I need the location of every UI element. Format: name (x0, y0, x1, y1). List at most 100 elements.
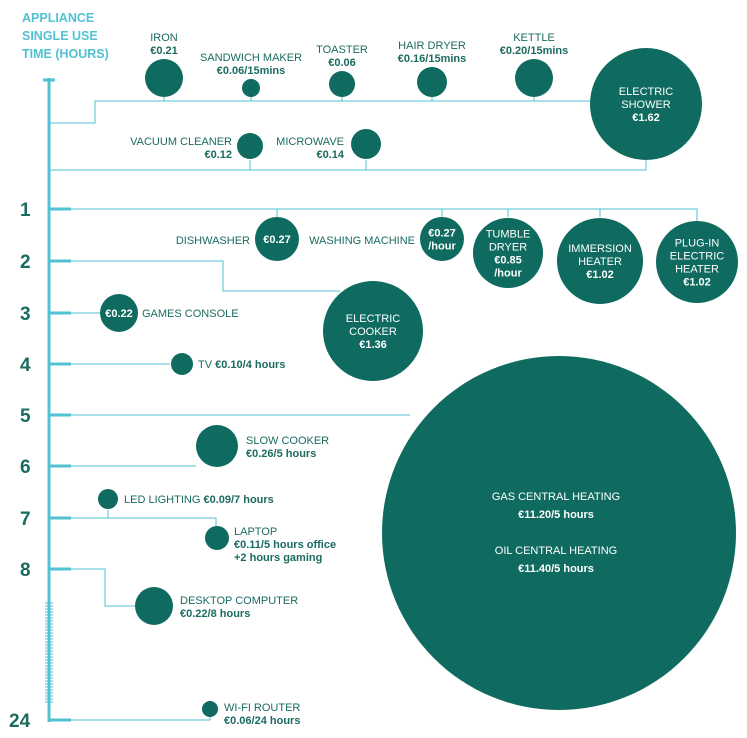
toaster-cost: €0.06 (328, 57, 356, 69)
plug-in-electric-heater-label: ELECTRIC (670, 251, 724, 263)
axis-tick-label: 2 (20, 252, 31, 273)
chart-title-line: SINGLE USE (22, 29, 98, 43)
microwave-cost: €0.14 (316, 149, 344, 161)
tumble-dryer-label: TUMBLE (486, 229, 531, 241)
tumble-dryer-bubble (473, 218, 543, 288)
electric-shower-bubble (590, 48, 702, 160)
immersion-heater-label: IMMERSION (568, 243, 632, 255)
central-heating-bubble (382, 356, 736, 710)
laptop-cost: €0.11/5 hours office (234, 539, 336, 551)
toaster-label: TOASTER (316, 44, 368, 56)
vacuum-cleaner-cost: €0.12 (204, 149, 232, 161)
microwave-label: MICROWAVE (276, 136, 344, 148)
slow-cooker-label: SLOW COOKER (246, 435, 329, 447)
electric-cooker-bubble (323, 281, 423, 381)
connector-line (50, 716, 211, 721)
axis-tick-label: 3 (20, 304, 31, 325)
electric-shower-cost: €1.62 (632, 112, 660, 124)
dishwasher-bubble (255, 217, 299, 261)
axis-tick-label: 1 (20, 200, 31, 221)
washing-machine-label: WASHING MACHINE (309, 235, 415, 247)
sandwich-maker-label: SANDWICH MAKER (200, 52, 302, 64)
desktop-computer-label: DESKTOP COMPUTER (180, 595, 298, 607)
tumble-dryer-cost: €0.85 (494, 255, 522, 267)
connector-line (50, 517, 217, 526)
games-console-cost: €0.22 (105, 308, 133, 320)
electric-shower-label: SHOWER (621, 99, 671, 111)
chart-title-line: APPLIANCE (22, 11, 94, 25)
axis-tick-label: 4 (20, 355, 31, 376)
vacuum-cleaner-bubble (237, 133, 263, 159)
central-heating-label: OIL CENTRAL HEATING (495, 545, 617, 557)
axis-tick-label: 8 (20, 560, 31, 581)
central-heating-cost: €11.20/5 hours (518, 509, 594, 521)
iron-cost: €0.21 (150, 45, 178, 57)
washing-machine-bubble (420, 217, 464, 261)
led-lighting-label: LED LIGHTING €0.09/7 hours (124, 494, 274, 506)
kettle-cost: €0.20/15mins (500, 45, 569, 57)
axis-tick-label: 5 (20, 406, 31, 427)
desktop-computer-cost: €0.22/8 hours (180, 608, 250, 620)
vacuum-cleaner-label: VACUUM CLEANER (130, 136, 232, 148)
appliance-bubbles (98, 48, 738, 717)
connector-line (50, 208, 698, 225)
connector-line (50, 155, 647, 171)
connector-line (50, 260, 340, 292)
axis-tick-label: 7 (20, 509, 31, 530)
plug-in-electric-heater-label: PLUG-IN (675, 238, 720, 250)
laptop-bubble (205, 526, 229, 550)
slow-cooker-cost: €0.26/5 hours (246, 448, 316, 460)
hair-dryer-cost: €0.16/15mins (398, 53, 467, 65)
immersion-heater-label: HEATER (578, 256, 622, 268)
laptop-label: LAPTOP (234, 526, 277, 538)
games-console-label: GAMES CONSOLE (142, 308, 239, 320)
axis-tick-label: 6 (20, 457, 31, 478)
plug-in-electric-heater-cost: €1.02 (683, 277, 711, 289)
chart-title: APPLIANCE SINGLE USE TIME (HOURS) (22, 11, 109, 61)
dishwasher-label: DISHWASHER (176, 235, 250, 247)
immersion-heater-bubble (557, 218, 643, 304)
sandwich-maker-bubble (242, 79, 260, 97)
tv-label: TV €0.10/4 hours (198, 359, 285, 371)
wifi-router-bubble (202, 701, 218, 717)
microwave-bubble (351, 129, 381, 159)
iron-label: IRON (150, 32, 178, 44)
hair-dryer-bubble (417, 67, 447, 97)
connector-line (50, 568, 135, 607)
electric-cooker-label: ELECTRIC (346, 313, 400, 325)
washing-machine-cost: €0.27 (428, 228, 456, 240)
led-lighting-bubble (98, 489, 118, 509)
hair-dryer-label: HAIR DRYER (398, 40, 466, 52)
connector-lines (50, 96, 698, 721)
iron-bubble (145, 59, 183, 97)
plug-in-electric-heater-bubble (656, 221, 738, 303)
electric-cooker-label: COOKER (349, 326, 397, 338)
chart-title-line: TIME (HOURS) (22, 47, 109, 61)
electric-shower-label: ELECTRIC (619, 86, 673, 98)
appliance-labels: IRON€0.21 SANDWICH MAKER€0.06/15mins TOAST… (105, 32, 724, 727)
central-heating-cost: €11.40/5 hours (518, 563, 594, 575)
tv-bubble (171, 353, 193, 375)
slow-cooker-bubble (196, 425, 238, 467)
hours-axis: 1 2 3 4 5 6 7 8 24 (9, 78, 71, 732)
toaster-bubble (329, 71, 355, 97)
central-heating-label: GAS CENTRAL HEATING (492, 491, 620, 503)
plug-in-electric-heater-label: HEATER (675, 264, 719, 276)
connector-line (50, 100, 620, 124)
laptop-cost: +2 hours gaming (234, 552, 322, 564)
wifi-router-label: WI-FI ROUTER (224, 702, 300, 714)
games-console-bubble (100, 294, 138, 332)
washing-machine-cost: /hour (428, 241, 456, 253)
kettle-bubble (515, 59, 553, 97)
kettle-label: KETTLE (513, 32, 555, 44)
tumble-dryer-label: DRYER (489, 242, 527, 254)
immersion-heater-cost: €1.02 (586, 269, 614, 281)
electric-cooker-cost: €1.36 (359, 339, 387, 351)
dishwasher-cost: €0.27 (263, 234, 291, 246)
axis-tick-label: 24 (9, 711, 31, 732)
desktop-computer-bubble (135, 587, 173, 625)
wifi-router-cost: €0.06/24 hours (224, 715, 300, 727)
sandwich-maker-cost: €0.06/15mins (217, 65, 286, 77)
tumble-dryer-cost: /hour (494, 268, 522, 280)
